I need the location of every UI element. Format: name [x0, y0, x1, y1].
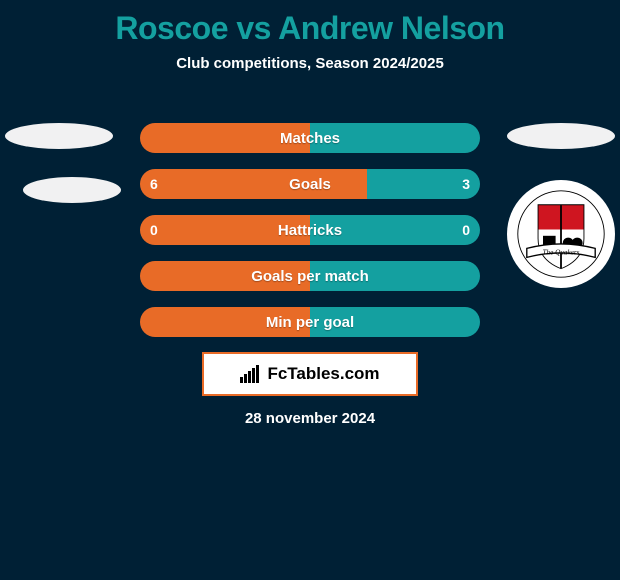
stats-bars: Matches Goals6 3 Hattricks0 0 Goals per match…	[140, 123, 480, 353]
bar-label: Hattricks	[140, 215, 480, 245]
placeholder-shape	[23, 177, 121, 203]
attribution-text: FcTables.com	[267, 364, 379, 384]
bar-value-right: 3	[462, 169, 470, 199]
stat-bar-row: Goals6 3	[140, 169, 480, 199]
stat-bar-row: Goals per match	[140, 261, 480, 291]
bar-label: Goals per match	[140, 261, 480, 291]
attribution-badge: FcTables.com	[202, 352, 418, 396]
bar-value-left: 0	[150, 215, 158, 245]
comparison-title: Roscoe vs Andrew Nelson	[0, 0, 620, 47]
svg-text:The Quakers: The Quakers	[543, 249, 580, 257]
fctables-bars-icon	[240, 365, 259, 383]
stat-bar-row: Hattricks0 0	[140, 215, 480, 245]
bar-value-left: 6	[150, 169, 158, 199]
bar-value-right: 0	[462, 215, 470, 245]
player-left-photo	[5, 123, 113, 231]
bar-label: Min per goal	[140, 307, 480, 337]
stat-bar-row: Min per goal	[140, 307, 480, 337]
comparison-date: 28 november 2024	[0, 410, 620, 427]
club-right-crest: The Quakers	[507, 180, 615, 288]
stat-bar-row: Matches	[140, 123, 480, 153]
bar-label: Goals	[140, 169, 480, 199]
placeholder-shape	[5, 123, 113, 149]
placeholder-shape	[507, 123, 615, 149]
quakers-crest-icon: The Quakers	[516, 189, 606, 279]
bar-label: Matches	[140, 123, 480, 153]
comparison-subtitle: Club competitions, Season 2024/2025	[0, 55, 620, 72]
